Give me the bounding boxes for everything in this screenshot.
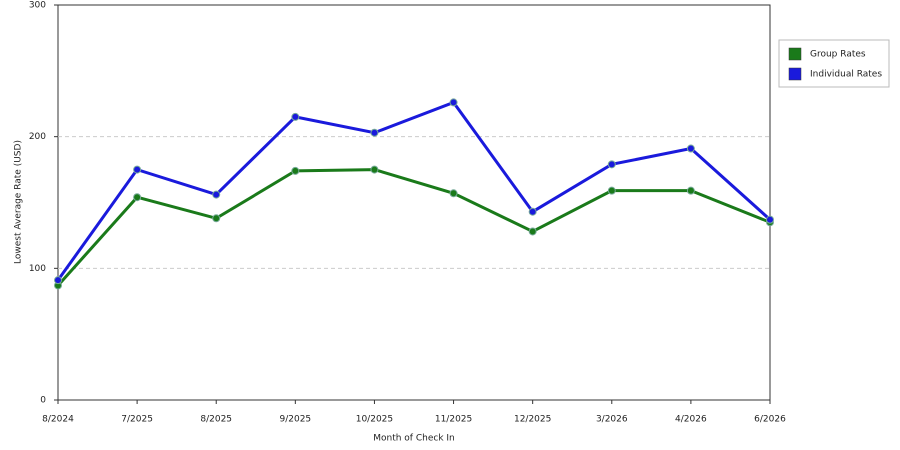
y-axis-label: Lowest Average Rate (USD) [14, 140, 24, 264]
legend-label: Individual Rates [810, 70, 882, 80]
y-tick-label: 200 [29, 132, 46, 142]
data-point [528, 227, 537, 236]
x-tick-label: 8/2024 [42, 415, 74, 425]
legend-label: Group Rates [810, 50, 866, 60]
data-point [133, 193, 142, 202]
data-point [528, 207, 537, 216]
data-point [54, 276, 62, 285]
x-tick-label: 8/2025 [200, 415, 232, 425]
x-tick-label: 10/2025 [356, 415, 393, 425]
data-point [212, 214, 221, 223]
y-tick-label: 0 [40, 396, 46, 406]
series-line [56, 100, 772, 282]
x-tick-label: 9/2025 [279, 415, 311, 425]
data-point [291, 112, 300, 121]
data-point [133, 165, 142, 174]
legend-swatch [788, 67, 802, 81]
legend-swatch [788, 47, 802, 61]
x-tick-label: 4/2026 [675, 415, 707, 425]
x-tick-label: 12/2025 [514, 415, 551, 425]
x-tick-label: 7/2025 [121, 415, 153, 425]
data-point [291, 166, 300, 175]
data-point [370, 165, 379, 174]
x-tick-label: 6/2026 [754, 415, 786, 425]
x-tick-label: 3/2026 [596, 415, 628, 425]
data-point [686, 144, 695, 153]
data-point [212, 190, 221, 199]
x-axis-label: Month of Check In [373, 434, 455, 444]
y-tick-label: 300 [29, 1, 46, 11]
plot-frame [57, 4, 771, 401]
data-point [686, 186, 695, 195]
data-point [449, 98, 458, 107]
data-point [370, 128, 379, 137]
data-point [607, 186, 616, 195]
data-point [607, 160, 616, 169]
y-tick-label: 100 [29, 264, 46, 274]
x-tick-label: 11/2025 [435, 415, 472, 425]
data-point [766, 215, 774, 224]
series-line [56, 168, 771, 287]
data-point [449, 189, 458, 198]
